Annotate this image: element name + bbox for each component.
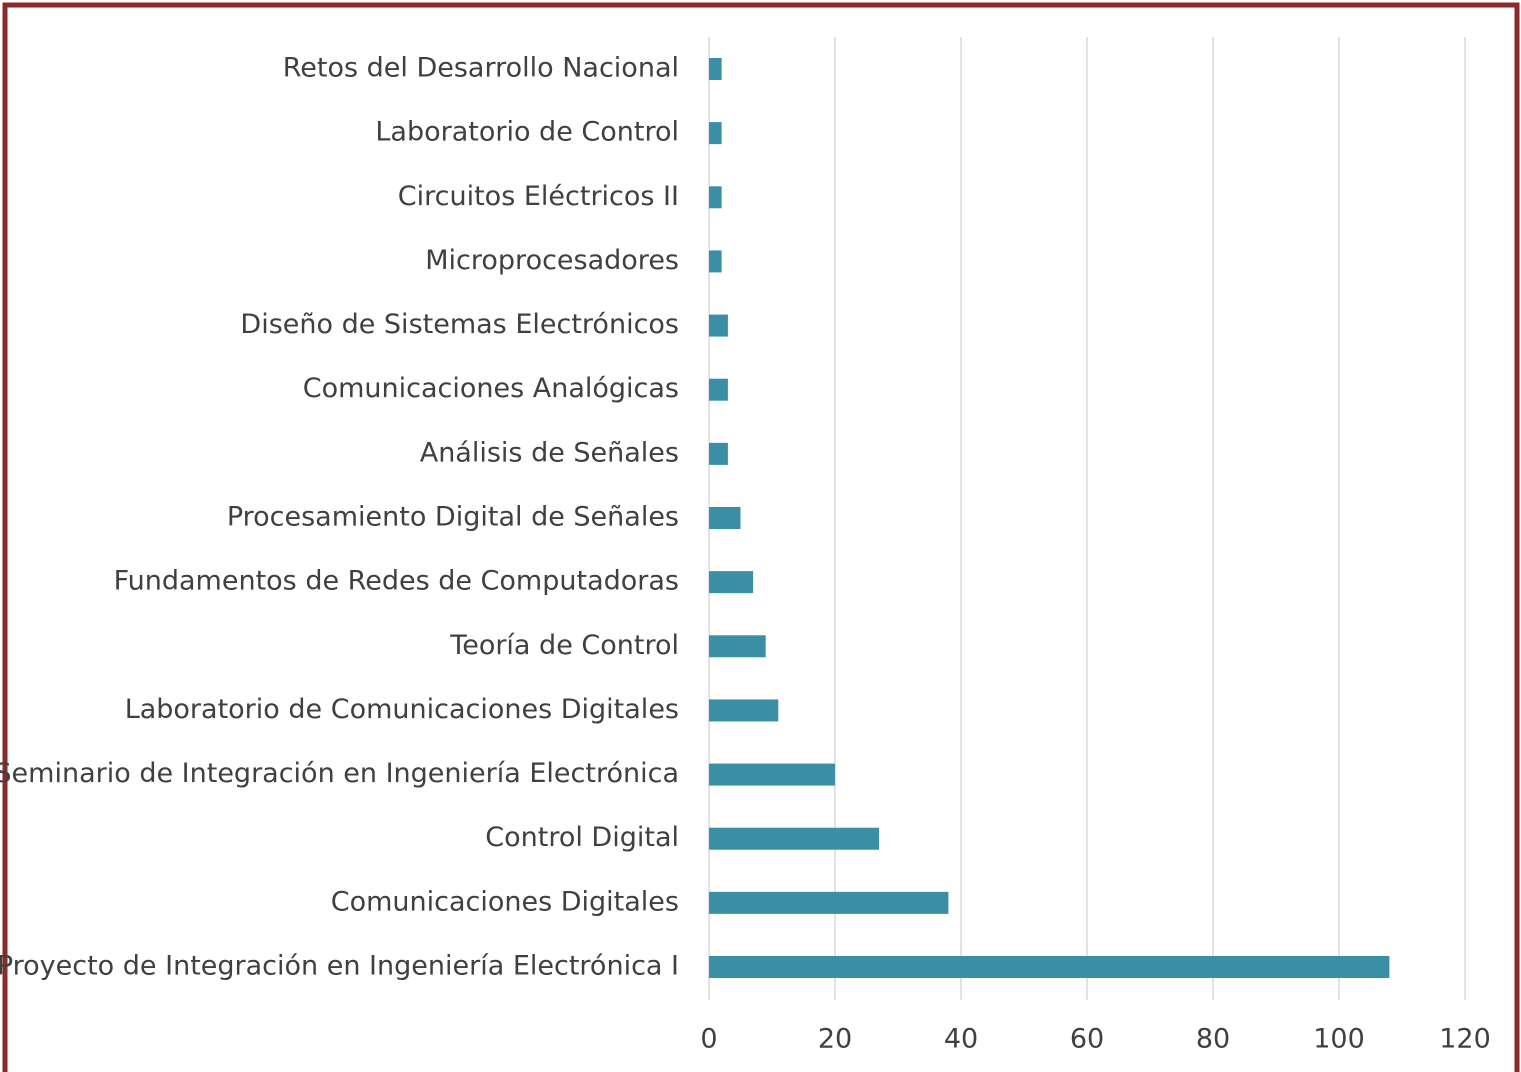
y-tick-label: Comunicaciones Analógicas (303, 373, 679, 404)
y-tick-label: Fundamentos de Redes de Computadoras (114, 566, 679, 597)
y-tick-label: Comunicaciones Digitales (331, 886, 679, 917)
x-tick-label: 100 (1313, 1024, 1365, 1055)
bar (709, 507, 741, 529)
x-tick-label: 80 (1196, 1024, 1230, 1055)
bar (709, 314, 728, 337)
x-tick-label: 60 (1070, 1024, 1104, 1055)
y-tick-label: Retos del Desarrollo Nacional (283, 53, 679, 84)
bar (709, 635, 766, 658)
bar (709, 378, 728, 401)
y-tick-label: Control Digital (485, 822, 679, 853)
bar (709, 122, 722, 145)
x-tick-label: 120 (1439, 1024, 1491, 1055)
y-tick-label: Procesamiento Digital de Señales (227, 502, 679, 533)
y-tick-label: Microprocesadores (425, 245, 679, 276)
bar (709, 442, 728, 465)
y-tick-label: Circuitos Eléctricos II (398, 181, 679, 212)
x-tick-label: 0 (700, 1024, 717, 1055)
bar (709, 699, 779, 722)
bar (709, 891, 949, 914)
bar (709, 250, 722, 273)
bar (709, 956, 1390, 978)
y-tick-label: Laboratorio de Control (375, 117, 679, 148)
bar (709, 571, 754, 594)
y-tick-label: Teoría de Control (449, 630, 679, 661)
y-tick-label: Análisis de Señales (420, 437, 679, 468)
y-tick-label: Diseño de Sistemas Electrónicos (240, 309, 679, 340)
bar (709, 827, 880, 850)
bar (709, 58, 722, 80)
bar (709, 763, 835, 786)
y-tick-label: Laboratorio de Comunicaciones Digitales (125, 694, 679, 725)
y-tick-label: Seminario de Integración en Ingeniería E… (0, 758, 679, 789)
y-tick-label: Proyecto de Integración en Ingeniería El… (0, 951, 679, 982)
x-tick-label: 20 (818, 1024, 852, 1055)
x-tick-label: 40 (944, 1024, 978, 1055)
bar (709, 186, 722, 209)
